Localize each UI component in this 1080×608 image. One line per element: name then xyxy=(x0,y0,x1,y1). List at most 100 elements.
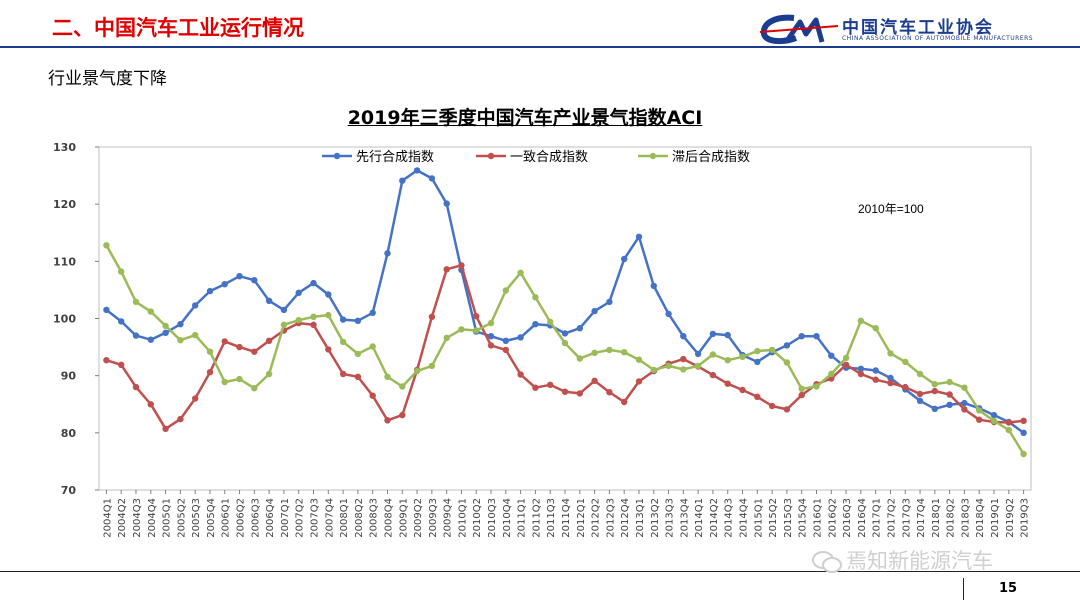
x-tick-label: 2005Q4 xyxy=(206,498,217,538)
wechat-icon xyxy=(812,551,842,573)
x-tick-label: 2014Q4 xyxy=(739,498,750,538)
x-tick-label: 2004Q4 xyxy=(147,498,158,538)
y-tick-label: 70 xyxy=(61,484,77,497)
legend-swatch-marker xyxy=(649,152,657,160)
data-point xyxy=(872,376,879,383)
data-point xyxy=(828,370,835,378)
header-divider xyxy=(0,46,1080,48)
legend-label: 滞后合成指数 xyxy=(672,150,750,165)
data-point xyxy=(428,175,436,182)
data-point xyxy=(902,358,909,366)
data-point xyxy=(576,325,583,332)
x-tick-label: 2017Q3 xyxy=(901,498,912,538)
data-point xyxy=(295,289,302,296)
data-point xyxy=(990,411,998,419)
data-point xyxy=(399,411,406,419)
data-point xyxy=(177,415,184,423)
x-tick-label: 2010Q3 xyxy=(487,498,498,538)
data-point xyxy=(443,200,450,207)
x-tick-label: 2012Q3 xyxy=(605,498,616,538)
data-point xyxy=(206,348,214,355)
x-tick-label: 2012Q1 xyxy=(576,498,587,538)
data-point xyxy=(902,383,909,391)
data-point xyxy=(532,384,539,391)
x-tick-label: 2016Q4 xyxy=(857,498,868,538)
data-point xyxy=(192,302,199,309)
data-point xyxy=(606,346,613,354)
legend-swatch-marker xyxy=(487,152,495,160)
data-point xyxy=(473,313,480,320)
data-point xyxy=(635,378,643,385)
data-point xyxy=(221,281,228,288)
data-point xyxy=(369,309,376,316)
data-point xyxy=(502,346,509,354)
x-tick-label: 2010Q2 xyxy=(472,498,483,538)
x-tick-label: 2015Q3 xyxy=(783,498,794,538)
x-tick-label: 2007Q1 xyxy=(280,498,291,538)
x-tick-label: 2008Q2 xyxy=(354,498,365,538)
x-tick-label: 2012Q2 xyxy=(591,498,602,538)
x-tick-label: 2019Q3 xyxy=(1020,498,1031,538)
data-point xyxy=(236,273,243,280)
cam-logo-icon xyxy=(759,14,839,45)
data-point xyxy=(665,362,672,370)
data-point xyxy=(339,370,347,378)
data-point xyxy=(561,388,569,395)
data-point xyxy=(606,298,613,306)
y-tick-label: 120 xyxy=(53,198,76,211)
y-tick-label: 80 xyxy=(61,427,77,440)
data-point xyxy=(265,337,273,344)
data-point xyxy=(931,387,938,395)
slide-title: 二、中国汽车工业运行情况 xyxy=(52,16,304,40)
data-point xyxy=(591,377,598,384)
y-tick-label: 90 xyxy=(61,370,77,383)
data-point xyxy=(709,330,717,338)
data-point xyxy=(857,370,865,378)
x-tick-label: 2011Q4 xyxy=(561,498,572,538)
data-point xyxy=(650,282,657,290)
data-point xyxy=(325,291,332,298)
data-point xyxy=(872,367,879,374)
y-tick-label: 130 xyxy=(53,141,76,154)
data-point xyxy=(946,378,953,386)
data-point xyxy=(265,370,273,378)
data-point xyxy=(428,313,436,320)
x-tick-label: 2016Q3 xyxy=(842,498,853,538)
data-point xyxy=(132,383,140,391)
data-point xyxy=(295,317,302,324)
data-point xyxy=(310,279,317,287)
data-point xyxy=(369,343,376,350)
data-point xyxy=(502,337,509,344)
data-point xyxy=(916,397,924,404)
plot-area xyxy=(98,146,1032,491)
data-point xyxy=(325,311,332,319)
data-point xyxy=(976,416,983,423)
data-point xyxy=(990,417,998,424)
x-tick-label: 2007Q3 xyxy=(310,498,321,538)
x-tick-label: 2006Q4 xyxy=(265,498,276,538)
data-point xyxy=(783,406,791,413)
x-tick-label: 2006Q1 xyxy=(221,498,232,538)
data-point xyxy=(487,342,495,349)
data-point xyxy=(561,330,569,337)
data-point xyxy=(665,310,672,318)
data-point xyxy=(532,321,539,328)
data-point xyxy=(265,297,273,304)
data-point xyxy=(1020,429,1027,436)
data-point xyxy=(443,334,450,342)
data-point xyxy=(147,308,154,315)
x-tick-label: 2010Q4 xyxy=(502,498,513,538)
data-point xyxy=(354,317,362,324)
x-tick-label: 2008Q1 xyxy=(339,498,350,538)
data-point xyxy=(709,351,717,358)
data-point xyxy=(1020,450,1027,458)
watermark-text: 焉知新能源汽车 xyxy=(846,549,993,573)
data-point xyxy=(961,399,968,407)
data-point xyxy=(384,373,391,380)
x-tick-label: 2019Q1 xyxy=(990,498,1001,538)
data-point xyxy=(473,327,480,334)
data-point xyxy=(680,366,687,373)
data-point xyxy=(1005,426,1012,434)
data-point xyxy=(310,321,317,328)
